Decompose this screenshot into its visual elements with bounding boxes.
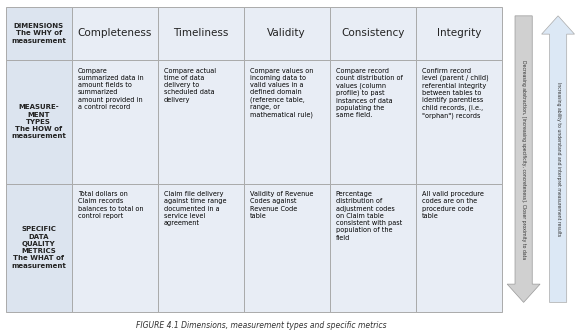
Text: Validity of Revenue
Codes against
Revenue Code
table: Validity of Revenue Codes against Revenu… (249, 191, 313, 219)
Text: Decreasing abstraction, [increasing specificity, concreteness]. Closer proximity: Decreasing abstraction, [increasing spec… (521, 60, 526, 259)
Bar (244, 184, 329, 312)
Text: Compare values on
incoming data to
valid values in a
defined domain
(reference t: Compare values on incoming data to valid… (249, 68, 313, 118)
Bar (72, 60, 158, 184)
Text: Compare actual
time of data
delivery to
scheduled data
delivery: Compare actual time of data delivery to … (164, 68, 216, 103)
Text: SPECIFIC
DATA
QUALITY
METRICS
The WHAT of
measurement: SPECIFIC DATA QUALITY METRICS The WHAT o… (12, 226, 66, 269)
Bar (158, 7, 244, 60)
Text: Validity: Validity (267, 28, 306, 39)
Bar (329, 60, 416, 184)
Bar (6, 184, 72, 312)
FancyArrow shape (507, 16, 540, 303)
Bar (244, 60, 329, 184)
Bar (416, 60, 502, 184)
Bar (72, 7, 158, 60)
Text: Percentage
distribution of
adjustment codes
on Claim table
consistent with past
: Percentage distribution of adjustment co… (336, 191, 402, 241)
Text: MEASURE-
MENT
TYPES
The HOW of
measurement: MEASURE- MENT TYPES The HOW of measureme… (12, 104, 66, 139)
Bar (72, 184, 158, 312)
Bar (329, 7, 416, 60)
Text: Timeliness: Timeliness (173, 28, 229, 39)
Bar (416, 184, 502, 312)
Text: Increasing ability to understand and interpret measurement results: Increasing ability to understand and int… (556, 82, 561, 236)
Text: Claim file delivery
against time range
documented in a
service level
agreement: Claim file delivery against time range d… (164, 191, 226, 226)
FancyArrow shape (542, 16, 575, 303)
Text: Total dollars on
Claim records
balances to total on
control report: Total dollars on Claim records balances … (78, 191, 143, 219)
Bar (244, 7, 329, 60)
Text: FIGURE 4.1 Dimensions, measurement types and specific metrics: FIGURE 4.1 Dimensions, measurement types… (136, 321, 386, 330)
Text: DIMENSIONS
The WHY of
measurement: DIMENSIONS The WHY of measurement (12, 23, 66, 44)
Bar (158, 184, 244, 312)
Text: Completeness: Completeness (78, 28, 152, 39)
Bar (6, 60, 72, 184)
Text: Integrity: Integrity (437, 28, 481, 39)
Text: Confirm record
level (parent / child)
referential integrity
between tables to
id: Confirm record level (parent / child) re… (422, 68, 488, 119)
Text: Compare
summarized data in
amount fields to
summarized
amount provided in
a cont: Compare summarized data in amount fields… (78, 68, 143, 110)
Bar (329, 184, 416, 312)
Bar (416, 7, 502, 60)
Bar (158, 60, 244, 184)
Bar (6, 7, 72, 60)
Text: All valid procedure
codes are on the
procedure code
table: All valid procedure codes are on the pro… (422, 191, 484, 219)
Text: Compare record
count distribution of
values (column
profile) to past
instances o: Compare record count distribution of val… (336, 68, 403, 118)
Text: Consistency: Consistency (341, 28, 404, 39)
